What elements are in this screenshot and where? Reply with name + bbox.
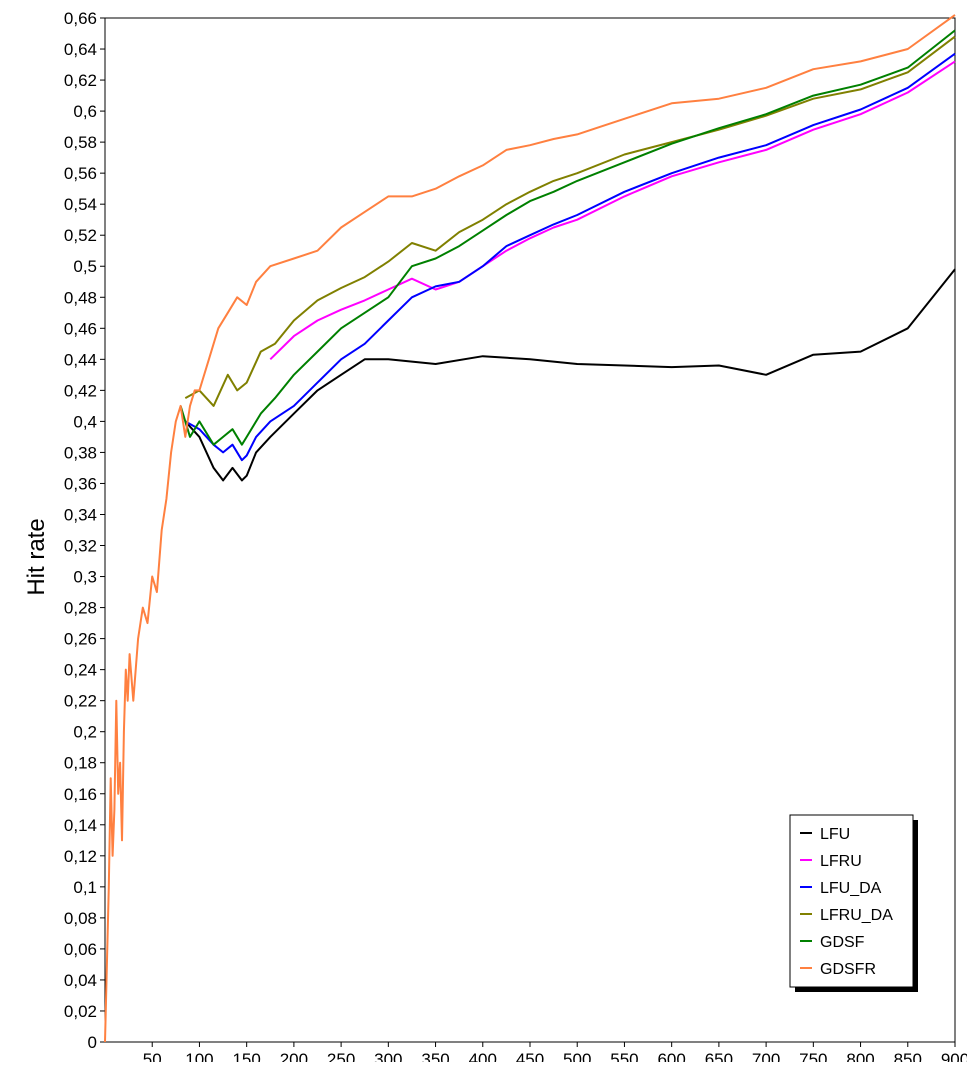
x-tick-label: 100 <box>185 1050 213 1062</box>
y-tick-label: 0,14 <box>64 816 97 835</box>
y-tick-label: 0,08 <box>64 909 97 928</box>
y-tick-label: 0,34 <box>64 505 97 524</box>
x-tick-label: 350 <box>421 1050 449 1062</box>
y-tick-label: 0,52 <box>64 226 97 245</box>
y-tick-label: 0,04 <box>64 971 97 990</box>
series-line-lfru-da <box>184 35 956 407</box>
x-tick-label: 250 <box>327 1050 355 1062</box>
y-tick-label: 0,6 <box>73 102 97 121</box>
y-tick-label: 0,32 <box>64 537 97 556</box>
y-tick-label: 0,48 <box>64 288 97 307</box>
y-tick-label: 0,66 <box>64 9 97 28</box>
legend-label: LFRU <box>820 853 862 870</box>
x-tick-label: 850 <box>894 1050 922 1062</box>
y-tick-label: 0,56 <box>64 164 97 183</box>
y-tick-label: 0,28 <box>64 599 97 618</box>
legend-label: LFU <box>820 826 850 843</box>
x-tick-label: 450 <box>516 1050 544 1062</box>
y-tick-label: 0,54 <box>64 195 97 214</box>
x-tick-label: 800 <box>846 1050 874 1062</box>
y-tick-label: 0,1 <box>73 878 97 897</box>
series-line-lfu <box>184 268 956 482</box>
y-tick-label: 0,36 <box>64 474 97 493</box>
y-tick-label: 0,38 <box>64 443 97 462</box>
y-tick-label: 0,02 <box>64 1002 97 1021</box>
legend-box <box>789 814 914 988</box>
y-tick-label: 0,4 <box>73 412 97 431</box>
y-tick-label: 0,18 <box>64 754 97 773</box>
y-tick-label: 0 <box>88 1033 97 1052</box>
x-tick-label: 150 <box>232 1050 260 1062</box>
y-tick-label: 0,06 <box>64 940 97 959</box>
y-tick-label: 0,46 <box>64 319 97 338</box>
y-tick-label: 0,24 <box>64 661 97 680</box>
y-tick-label: 0,64 <box>64 40 97 59</box>
y-axis-title: Hit rate <box>23 518 50 595</box>
x-tick-label: 400 <box>469 1050 497 1062</box>
x-tick-label: 900 <box>941 1050 967 1062</box>
legend: LFU LFRU LFU_DA LFRU_DA GDSF GDSFR <box>789 814 918 992</box>
legend-label: GDSF <box>820 934 865 951</box>
y-tick-label: 0,5 <box>73 257 97 276</box>
series-line-gdsfr <box>104 14 956 1043</box>
series-line-lfu-da <box>184 52 956 462</box>
y-tick-label: 0,58 <box>64 133 97 152</box>
x-tick-label: 300 <box>374 1050 402 1062</box>
y-tick-label: 0,62 <box>64 71 97 90</box>
y-tick-label: 0,12 <box>64 847 97 866</box>
y-tick-label: 0,42 <box>64 381 97 400</box>
legend-label: LFU_DA <box>820 880 882 897</box>
y-tick-label: 0,22 <box>64 692 97 711</box>
y-tick-label: 0,3 <box>73 568 97 587</box>
x-tick-label: 650 <box>705 1050 733 1062</box>
legend-label: GDSFR <box>820 961 876 978</box>
x-tick-label: 50 <box>143 1050 162 1062</box>
y-tick-label: 0,26 <box>64 630 97 649</box>
y-tick-label: 0,2 <box>73 723 97 742</box>
y-tick-label: 0,44 <box>64 350 97 369</box>
x-tick-label: 600 <box>657 1050 685 1062</box>
y-tick-label: 0,16 <box>64 785 97 804</box>
x-tick-label: 700 <box>752 1050 780 1062</box>
x-tick-label: 200 <box>280 1050 308 1062</box>
series-line-gdsf <box>179 29 956 446</box>
legend-label: LFRU_DA <box>820 907 893 924</box>
series-line-lfru <box>269 60 956 361</box>
x-tick-label: 550 <box>610 1050 638 1062</box>
x-tick-label: 500 <box>563 1050 591 1062</box>
x-tick-label: 750 <box>799 1050 827 1062</box>
